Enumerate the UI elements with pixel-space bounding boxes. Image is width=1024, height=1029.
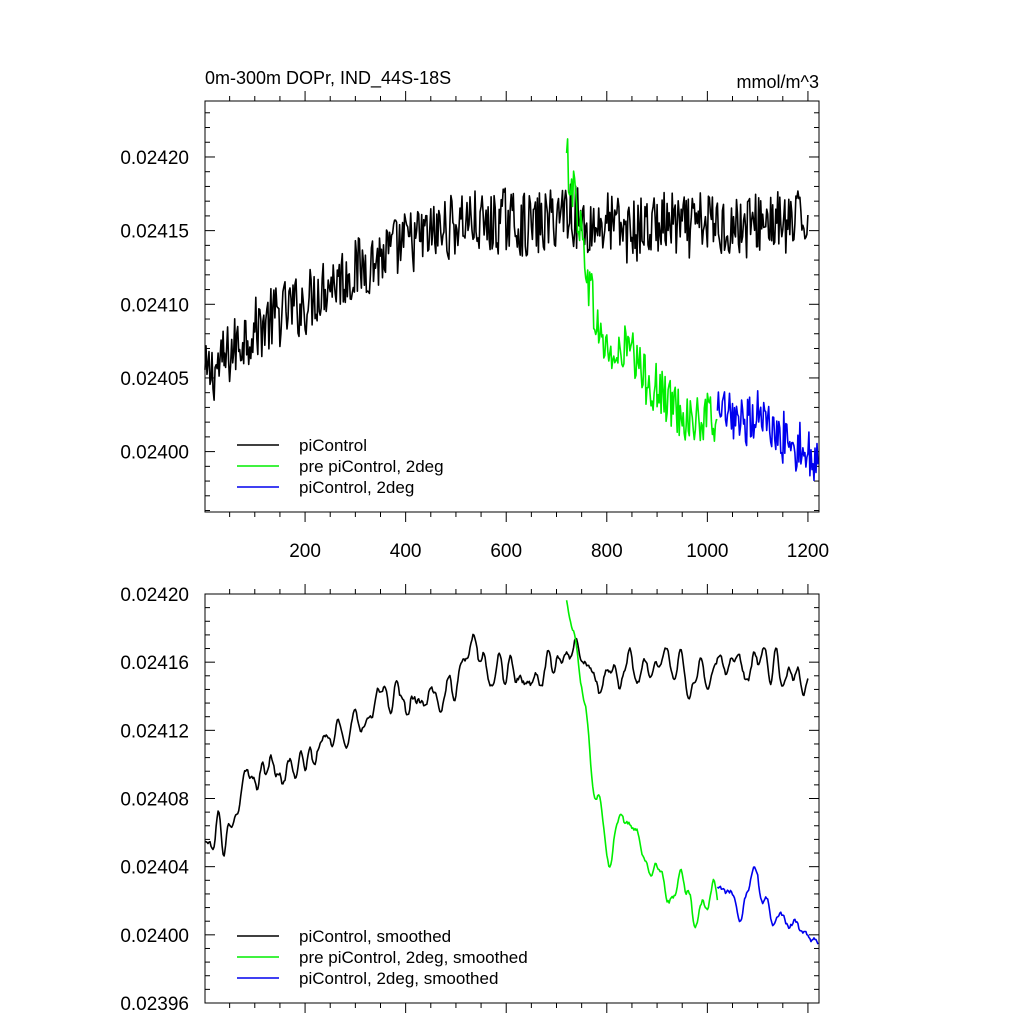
series-line-2 — [565, 138, 718, 442]
x-tick-label: 800 — [591, 541, 623, 562]
y-tick-label: 0.02415 — [120, 222, 189, 243]
y-tick-label: 0.02420 — [120, 148, 189, 169]
legend-entry: pre piControl, 2deg, smoothed — [299, 948, 528, 967]
legend-entry: piControl — [299, 436, 367, 455]
plot-frame — [204, 593, 820, 1004]
top-panel: 0m-300m DOPr, IND_44S-18S mmol/m^3 200 40… — [120, 68, 829, 562]
plot-frame — [204, 100, 820, 513]
legend-entry: piControl, 2deg — [299, 478, 414, 497]
x-tick-label: 1200 — [787, 541, 829, 562]
bottom-panel: 0.02396 0.02400 0.02404 0.02408 0.02412 0.024… — [120, 584, 820, 1015]
series-line-3 — [716, 390, 819, 482]
y-tick-label: 0.02416 — [120, 653, 189, 674]
legend-entry: pre piControl, 2deg — [299, 457, 444, 476]
x-tick-label: 1000 — [686, 541, 728, 562]
series-line-3 — [716, 866, 819, 945]
y-tick-label: 0.02400 — [120, 926, 189, 947]
y-tick-label: 0.02400 — [120, 443, 189, 464]
y-tick-label: 0.02412 — [120, 721, 189, 742]
series-line-1 — [204, 633, 809, 857]
series-line-1 — [204, 183, 809, 401]
y-tick-label: 0.02405 — [120, 369, 189, 390]
x-tick-label: 400 — [390, 541, 422, 562]
y-tick-label: 0.02404 — [120, 858, 189, 879]
legend-entry: piControl, 2deg, smoothed — [299, 969, 498, 988]
y-tick-label: 0.02408 — [120, 790, 189, 811]
chart-title: 0m-300m DOPr, IND_44S-18S — [205, 68, 451, 89]
y-tick-label: 0.02396 — [120, 994, 189, 1015]
y-tick-label: 0.02410 — [120, 295, 189, 316]
series-line-2 — [565, 600, 719, 929]
x-tick-label: 600 — [490, 541, 522, 562]
y-tick-label: 0.02420 — [120, 585, 189, 606]
legend-entry: piControl, smoothed — [299, 927, 451, 946]
x-tick-label: 200 — [289, 541, 321, 562]
units-label: mmol/m^3 — [737, 72, 819, 92]
